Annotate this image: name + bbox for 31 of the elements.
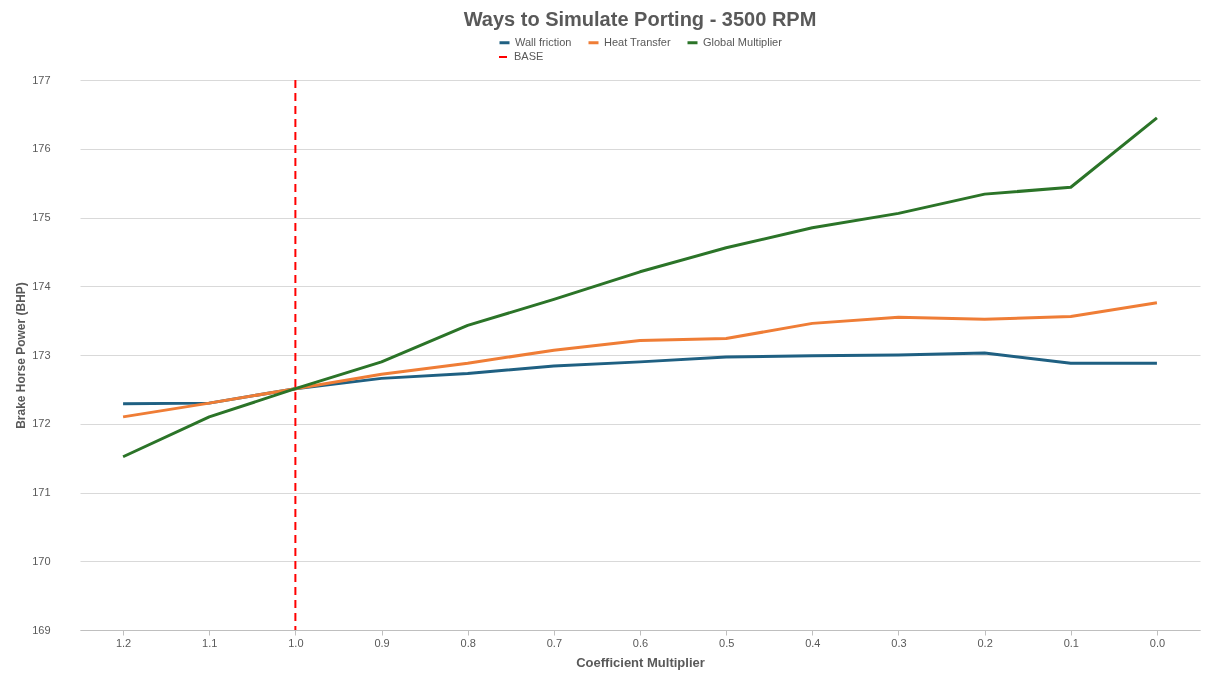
- y-axis-title: Brake Horse Power (BHP): [14, 282, 29, 429]
- x-tick-label: 0.2: [977, 636, 993, 649]
- y-tick-label: 177: [32, 73, 51, 86]
- y-tick-label: 170: [32, 554, 51, 567]
- legend-label: Global Multiplier: [703, 35, 783, 48]
- x-tick-label: 0.8: [460, 636, 476, 649]
- x-tick-label: 0.1: [1063, 636, 1079, 649]
- x-tick-label: 0.0: [1149, 636, 1166, 649]
- x-axis-title: Coefficient Multiplier: [576, 654, 705, 670]
- x-tick-label: 0.4: [805, 636, 821, 649]
- line-series: [121, 301, 1159, 419]
- y-tick-label: 174: [32, 279, 51, 292]
- y-tick-label: 172: [32, 417, 51, 430]
- y-tick-label: 176: [32, 142, 51, 155]
- x-tick-label: 0.9: [374, 636, 390, 649]
- legend-label: BASE: [514, 50, 544, 62]
- x-tick-label: 1.0: [288, 636, 304, 649]
- x-tick-label: 0.5: [719, 636, 735, 649]
- y-tick-label: 175: [32, 211, 51, 223]
- legend-label: Heat Transfer: [604, 35, 671, 48]
- y-tick-label: 173: [32, 348, 51, 361]
- x-tick-label: 0.7: [546, 636, 562, 649]
- x-tick-label: 1.2: [115, 636, 132, 649]
- y-tick-label: 169: [32, 623, 51, 636]
- y-tick-label: 171: [32, 486, 51, 498]
- x-tick-label: 1.1: [202, 636, 218, 649]
- line-series: [121, 116, 1159, 459]
- x-tick-label: 0.6: [632, 636, 649, 649]
- x-tick-label: 0.3: [891, 636, 907, 649]
- legend-label: Wall friction: [515, 35, 572, 48]
- chart-title: Ways to Simulate Porting - 3500 RPM: [463, 8, 817, 30]
